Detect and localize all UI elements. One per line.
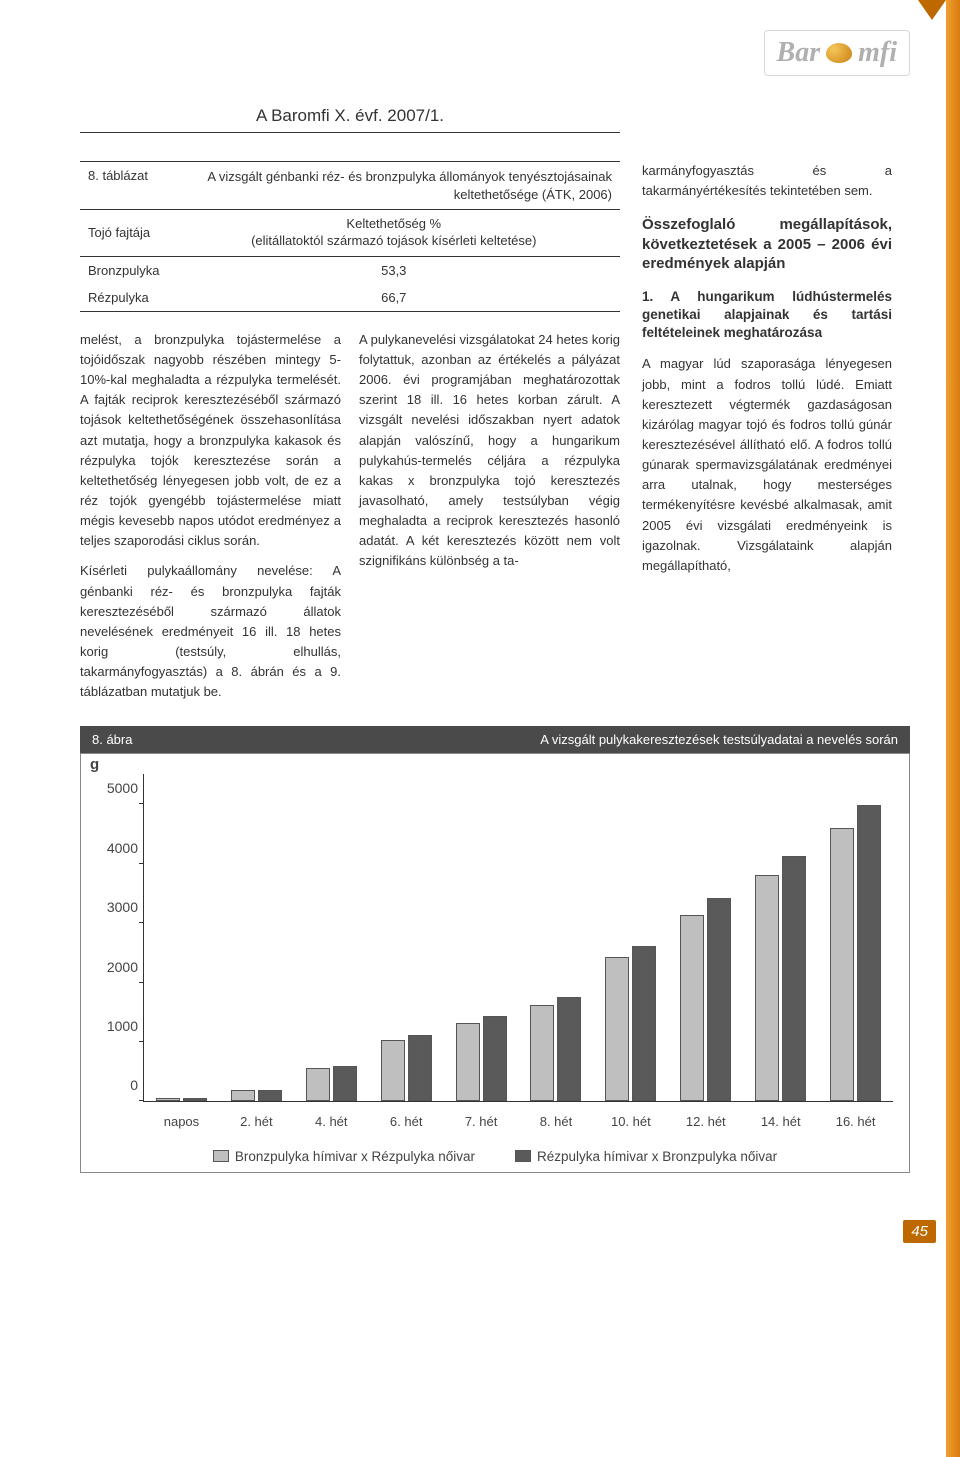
- legend-swatch-icon: [213, 1150, 229, 1162]
- table-8: 8. táblázat A vizsgált génbanki réz- és …: [80, 161, 620, 312]
- bar: [183, 1098, 207, 1102]
- y-tick-label: 0: [88, 1077, 138, 1093]
- bar-group: 14. hét: [743, 774, 818, 1101]
- logo-region: Bar mfi: [0, 0, 960, 76]
- egg-icon: [826, 43, 852, 63]
- bar-group: 16. hét: [818, 774, 893, 1101]
- bar: [857, 805, 881, 1101]
- y-tick-label: 1000: [88, 1018, 138, 1034]
- page-title: A Baromfi X. évf. 2007/1.: [80, 106, 620, 133]
- bar-group: 10. hét: [593, 774, 668, 1101]
- figure-caption: A vizsgált pulykakeresztezések testsúlya…: [540, 732, 898, 747]
- table-caption: A vizsgált génbanki réz- és bronzpulyka …: [168, 162, 620, 210]
- bar: [755, 875, 779, 1101]
- right-column: karmányfogyasztás és a takarmányértékesí…: [642, 161, 892, 702]
- side-accent-bar: [946, 0, 960, 1457]
- bar: [381, 1040, 405, 1101]
- x-category-label: 16. hét: [818, 1114, 893, 1129]
- paragraph: karmányfogyasztás és a takarmányértékesí…: [642, 161, 892, 201]
- bar-group: 8. hét: [519, 774, 594, 1101]
- bar-group: 7. hét: [444, 774, 519, 1101]
- bar: [707, 898, 731, 1101]
- paragraph: melést, a bronzpulyka tojástermelése a t…: [80, 330, 341, 552]
- paragraph: A magyar lúd szaporasága lényegesen jobb…: [642, 354, 892, 576]
- x-category-label: 2. hét: [219, 1114, 294, 1129]
- bar: [830, 828, 854, 1101]
- bar: [557, 997, 581, 1102]
- bar: [782, 856, 806, 1102]
- bar: [258, 1090, 282, 1102]
- x-category-label: napos: [144, 1114, 219, 1129]
- bar: [456, 1023, 480, 1101]
- bar: [156, 1098, 180, 1102]
- logo-text-left: Bar: [777, 37, 821, 69]
- paragraph: A pulykanevelési vizsgálatokat 24 hetes …: [359, 330, 620, 572]
- legend-label: Bronzpulyka hímivar x Rézpulyka nőivar: [235, 1149, 475, 1164]
- table-cell: 66,7: [168, 284, 620, 312]
- bar: [408, 1035, 432, 1101]
- table-col2-header: Keltethetőség % (elitállatoktól származó…: [168, 210, 620, 257]
- section-heading: Összefoglaló megállapítások, következtet…: [642, 215, 892, 274]
- table-cell: Bronzpulyka: [80, 256, 168, 284]
- chart-legend: Bronzpulyka hímivar x Rézpulyka nőivar R…: [81, 1149, 909, 1164]
- x-category-label: 10. hét: [593, 1114, 668, 1129]
- brand-logo: Bar mfi: [777, 37, 897, 69]
- y-tick-label: 3000: [88, 899, 138, 915]
- legend-item: Bronzpulyka hímivar x Rézpulyka nőivar: [213, 1149, 475, 1164]
- logo-text-right: mfi: [858, 37, 897, 69]
- figure-label: 8. ábra: [92, 732, 132, 747]
- legend-item: Rézpulyka hímivar x Bronzpulyka nőivar: [515, 1149, 777, 1164]
- y-tick-label: 2000: [88, 959, 138, 975]
- bar: [530, 1005, 554, 1101]
- table-label: 8. táblázat: [80, 162, 168, 210]
- bar-group: 4. hét: [294, 774, 369, 1101]
- x-category-label: 7. hét: [444, 1114, 519, 1129]
- x-category-label: 8. hét: [519, 1114, 594, 1129]
- x-category-label: 6. hét: [369, 1114, 444, 1129]
- y-axis-label: g: [90, 756, 99, 773]
- bar: [605, 957, 629, 1101]
- main-content: 8. táblázat A vizsgált génbanki réz- és …: [0, 141, 960, 702]
- figure-8: 8. ábra A vizsgált pulykakeresztezések t…: [80, 726, 910, 1173]
- bar-group: 12. hét: [668, 774, 743, 1101]
- bar: [231, 1090, 255, 1101]
- table-cell: 53,3: [168, 256, 620, 284]
- bar-group: napos: [144, 774, 219, 1101]
- y-tick-label: 5000: [88, 780, 138, 796]
- table-cell: Rézpulyka: [80, 284, 168, 312]
- legend-label: Rézpulyka hímivar x Bronzpulyka nőivar: [537, 1149, 777, 1164]
- subsection-heading: 1. A hungarikum lúdhústermelés genetikai…: [642, 288, 892, 343]
- bar: [632, 946, 656, 1102]
- table-col1-header: Tojó fajtája: [80, 210, 168, 257]
- body-columns: melést, a bronzpulyka tojástermelése a t…: [80, 330, 620, 703]
- bar-group: 6. hét: [369, 774, 444, 1101]
- bar: [306, 1068, 330, 1101]
- y-tick-label: 4000: [88, 840, 138, 856]
- bar: [680, 915, 704, 1102]
- bar-chart: g 0 1000 2000 3000 4000 5000 napos2. hét4. hét…: [80, 753, 910, 1173]
- legend-swatch-icon: [515, 1150, 531, 1162]
- bar: [333, 1066, 357, 1102]
- bar-group: 2. hét: [219, 774, 294, 1101]
- bar: [483, 1016, 507, 1101]
- paragraph: Kísérleti pulykaállomány nevelése: A gén…: [80, 561, 341, 702]
- page-number: 45: [0, 1223, 936, 1240]
- x-category-label: 12. hét: [668, 1114, 743, 1129]
- x-category-label: 14. hét: [743, 1114, 818, 1129]
- x-category-label: 4. hét: [294, 1114, 369, 1129]
